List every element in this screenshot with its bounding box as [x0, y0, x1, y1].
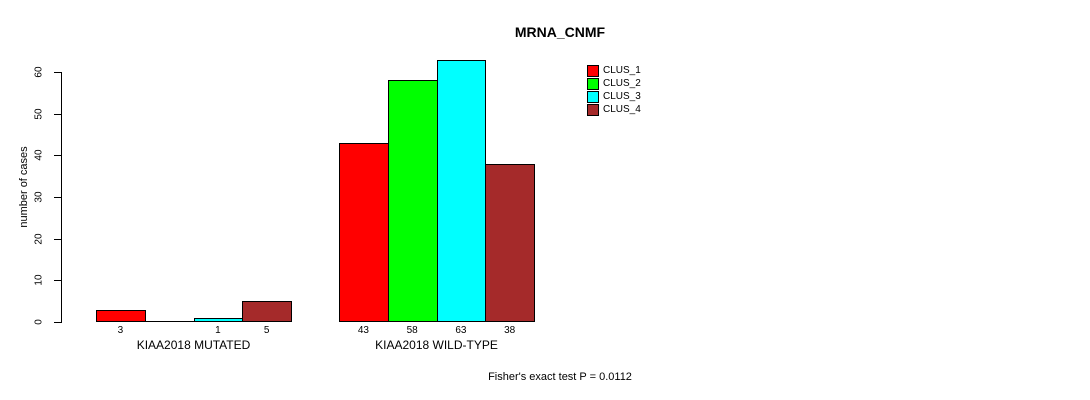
bar-mutated-clus-3	[193, 317, 244, 322]
y-tick	[54, 113, 61, 115]
bar-value-label: 3	[117, 325, 124, 336]
y-tick-label: 30	[33, 191, 45, 203]
bar-wild-type-clus-4	[485, 163, 535, 322]
bar-value-label: 63	[455, 325, 467, 336]
legend-swatch-clus-3	[587, 91, 599, 103]
legend-label: CLUS_4	[603, 104, 641, 115]
y-tick	[54, 197, 61, 198]
y-tick	[54, 238, 61, 240]
y-tick-label: 0	[33, 319, 45, 325]
y-tick-label: 60	[33, 66, 45, 78]
bar-wild-type-clus-3	[436, 59, 487, 322]
y-tick	[54, 72, 61, 73]
legend-swatch-clus-2	[587, 78, 599, 90]
chart-title: MRNA_CNMF	[514, 24, 606, 40]
legend-label: CLUS_2	[603, 78, 641, 89]
y-tick-label: 10	[33, 274, 45, 286]
y-axis-line	[61, 72, 62, 323]
bar-mutated-clus-4	[242, 301, 292, 322]
y-tick	[54, 322, 61, 323]
group-label: KIAA2018 WILD-TYPE	[375, 338, 498, 352]
bar-value-label: 38	[504, 325, 516, 336]
stat-annotation: Fisher's exact test P = 0.0112	[488, 371, 632, 383]
bar-value-label: 58	[406, 325, 418, 336]
bar-wild-type-clus-2	[387, 80, 438, 322]
bar-wild-type-clus-1	[339, 142, 389, 322]
bar-value-label: 5	[263, 325, 270, 336]
y-tick	[54, 155, 61, 157]
legend-label: CLUS_3	[603, 91, 641, 102]
bar-value-label: 1	[215, 325, 221, 336]
bar-mutated-clus-1	[96, 309, 146, 322]
y-tick-label: 20	[33, 233, 45, 245]
legend-swatch-clus-4	[587, 104, 599, 116]
bar-mutated-clus-2	[144, 321, 194, 322]
legend-swatch-clus-1	[587, 65, 599, 77]
bar-value-label: 43	[357, 325, 369, 336]
legend-label: CLUS_1	[603, 65, 641, 76]
y-axis-label: number of cases	[18, 146, 30, 228]
y-tick-label: 50	[33, 108, 45, 120]
y-tick-label: 40	[33, 149, 45, 161]
y-tick	[54, 280, 61, 282]
group-label: KIAA2018 MUTATED	[136, 338, 251, 352]
